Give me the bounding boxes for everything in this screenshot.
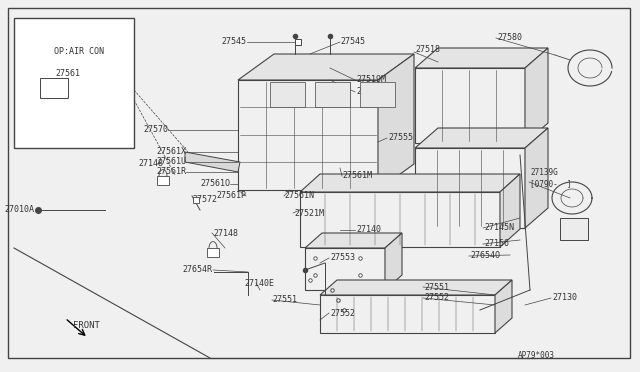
Bar — [270, 82, 305, 107]
Bar — [415, 68, 525, 143]
Text: 27553: 27553 — [330, 253, 355, 263]
Text: 27545: 27545 — [221, 38, 246, 46]
Text: 27561X: 27561X — [156, 148, 186, 157]
Polygon shape — [305, 233, 402, 248]
Bar — [238, 80, 378, 190]
Text: 27552: 27552 — [330, 308, 355, 317]
Text: 27148: 27148 — [213, 228, 238, 237]
Bar — [560, 218, 588, 240]
Text: 27521M: 27521M — [294, 208, 324, 218]
Text: 27555: 27555 — [388, 134, 413, 142]
Bar — [415, 148, 525, 228]
Text: OP:AIR CON: OP:AIR CON — [54, 48, 104, 57]
Polygon shape — [415, 48, 548, 68]
Text: 27561P: 27561P — [216, 192, 246, 201]
Polygon shape — [378, 54, 414, 190]
Text: 27130: 27130 — [552, 294, 577, 302]
Text: 27561N: 27561N — [284, 192, 314, 201]
Text: 27551: 27551 — [424, 282, 449, 292]
Polygon shape — [415, 128, 548, 148]
Text: 27552: 27552 — [424, 294, 449, 302]
Polygon shape — [185, 152, 240, 172]
Bar — [320, 295, 495, 333]
Text: 27145N: 27145N — [484, 224, 514, 232]
Text: 27580: 27580 — [497, 33, 522, 42]
Polygon shape — [238, 54, 414, 80]
Text: 27561O: 27561O — [200, 180, 230, 189]
Polygon shape — [500, 174, 520, 247]
Polygon shape — [495, 280, 512, 333]
Text: 27148: 27148 — [138, 158, 163, 167]
Bar — [315, 82, 350, 107]
Text: 27156: 27156 — [484, 240, 509, 248]
Text: FRONT: FRONT — [73, 321, 100, 330]
Text: 27518: 27518 — [415, 45, 440, 55]
Bar — [40, 78, 68, 98]
Text: 27010A: 27010A — [4, 205, 34, 215]
Bar — [14, 18, 134, 148]
Text: 27139G
[0790-  ]: 27139G [0790- ] — [530, 168, 572, 188]
Text: AP79*003: AP79*003 — [518, 350, 555, 359]
Bar — [157, 176, 168, 185]
Text: 27545: 27545 — [340, 38, 365, 46]
Text: 27561R: 27561R — [156, 167, 186, 176]
Bar — [360, 82, 395, 107]
Text: 27561: 27561 — [56, 70, 81, 78]
Polygon shape — [300, 174, 520, 192]
Text: 27140: 27140 — [356, 225, 381, 234]
Text: 27551: 27551 — [272, 295, 297, 305]
Text: 27572: 27572 — [192, 196, 217, 205]
Polygon shape — [385, 233, 402, 290]
Bar — [300, 192, 500, 247]
Text: 27519M: 27519M — [356, 76, 386, 84]
Text: 27570: 27570 — [143, 125, 168, 135]
Text: 27654O: 27654O — [470, 251, 500, 260]
Bar — [207, 248, 219, 257]
Polygon shape — [525, 48, 548, 143]
Bar — [305, 248, 385, 290]
Text: 27726N: 27726N — [356, 87, 386, 96]
Text: 27140E: 27140E — [244, 279, 274, 288]
Text: 27561U: 27561U — [156, 157, 186, 167]
Polygon shape — [525, 128, 548, 228]
Text: 27561M: 27561M — [342, 171, 372, 180]
Polygon shape — [320, 280, 512, 295]
Text: 27654R: 27654R — [182, 266, 212, 275]
